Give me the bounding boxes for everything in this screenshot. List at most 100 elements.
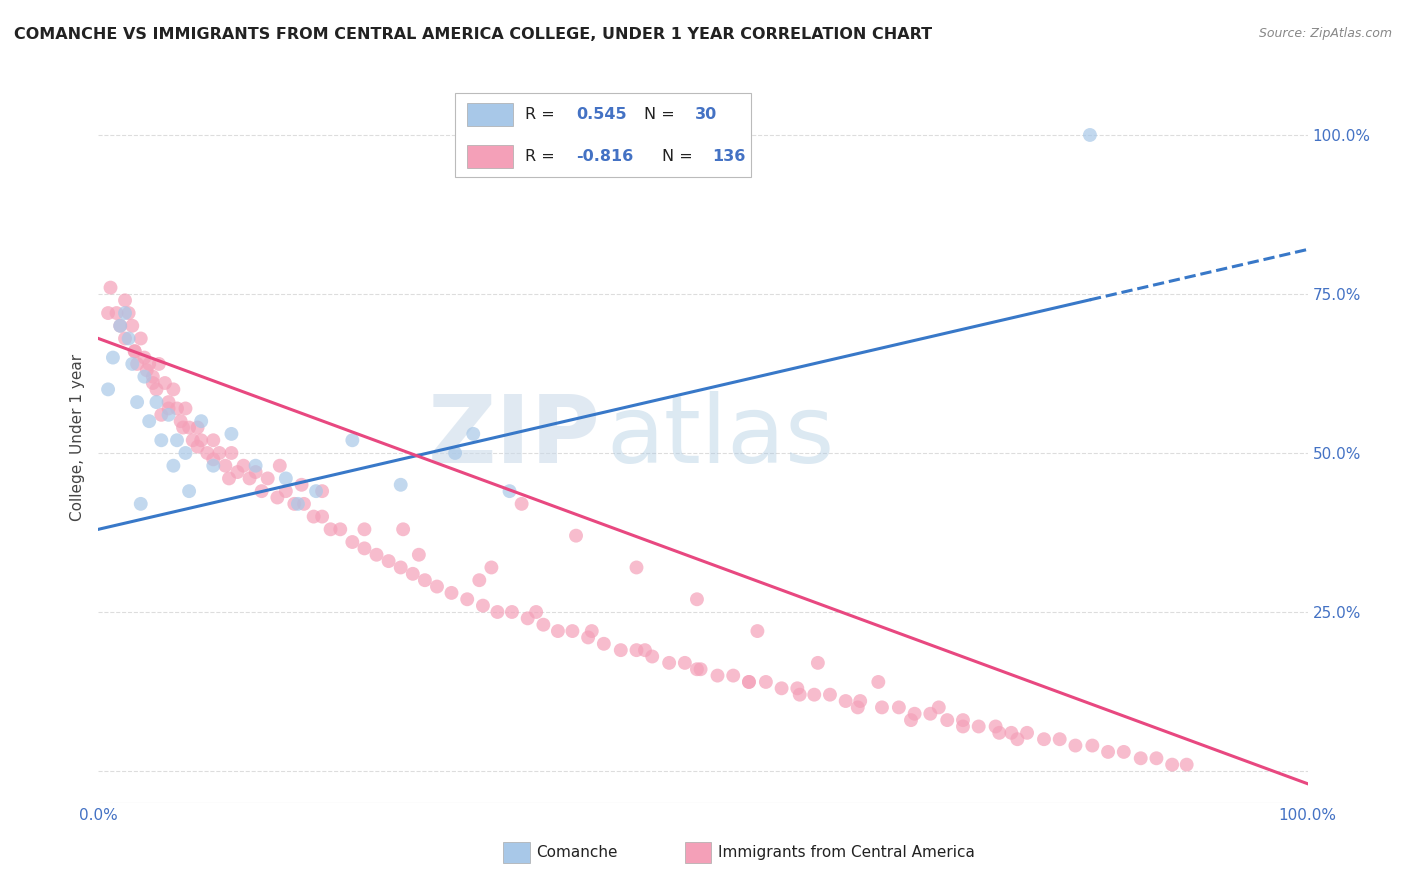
Point [1033, 732, 1056, 747]
Point [1161, 757, 1184, 772]
Point [1081, 739, 1104, 753]
Point [377, 554, 399, 568]
Point [658, 656, 681, 670]
Point [311, 509, 333, 524]
Point [108, 318, 131, 333]
Point [169, 414, 191, 428]
Point [127, 357, 149, 371]
Point [868, 675, 890, 690]
Point [706, 668, 728, 682]
Point [105, 306, 128, 320]
Point [221, 446, 243, 460]
Text: N =: N = [662, 149, 697, 164]
Point [274, 484, 297, 499]
Point [392, 522, 415, 536]
Point [283, 497, 305, 511]
Point [610, 643, 633, 657]
Point [952, 719, 974, 733]
Text: Immigrants from Central America: Immigrants from Central America [717, 845, 974, 860]
Point [1049, 732, 1071, 747]
Point [124, 344, 146, 359]
Point [174, 401, 197, 416]
Point [988, 726, 1011, 740]
Point [592, 637, 614, 651]
Point [153, 376, 176, 390]
Point [179, 484, 201, 499]
Point [129, 331, 152, 345]
Point [673, 656, 696, 670]
Text: R =: R = [526, 149, 560, 164]
Text: Source: ZipAtlas.com: Source: ZipAtlas.com [1258, 27, 1392, 40]
Point [202, 434, 225, 448]
Text: -0.816: -0.816 [576, 149, 633, 164]
Point [329, 522, 352, 536]
Point [738, 675, 761, 690]
Point [952, 713, 974, 727]
Text: COMANCHE VS IMMIGRANTS FROM CENTRAL AMERICA COLLEGE, UNDER 1 YEAR CORRELATION CH: COMANCHE VS IMMIGRANTS FROM CENTRAL AMER… [14, 27, 932, 42]
Point [114, 331, 136, 345]
Point [138, 357, 160, 371]
Point [174, 446, 197, 460]
Point [936, 713, 959, 727]
Point [501, 605, 523, 619]
Text: 136: 136 [713, 149, 747, 164]
Point [256, 471, 278, 485]
Point [101, 351, 124, 365]
Y-axis label: College, Under 1 year: College, Under 1 year [70, 353, 86, 521]
Point [148, 357, 170, 371]
Point [389, 560, 412, 574]
Text: N =: N = [644, 107, 679, 122]
Point [641, 649, 664, 664]
Point [967, 719, 990, 733]
Point [738, 675, 761, 690]
Point [686, 662, 709, 676]
Point [531, 617, 554, 632]
Text: ZIP: ZIP [427, 391, 600, 483]
Point [190, 434, 212, 448]
Point [274, 471, 297, 485]
Point [565, 529, 588, 543]
Point [1097, 745, 1119, 759]
Point [576, 631, 599, 645]
Text: Comanche: Comanche [536, 845, 617, 860]
Point [516, 611, 538, 625]
FancyBboxPatch shape [467, 145, 513, 168]
Point [179, 420, 201, 434]
FancyBboxPatch shape [503, 842, 530, 863]
Point [413, 573, 436, 587]
Point [818, 688, 841, 702]
Point [456, 592, 478, 607]
Point [138, 414, 160, 428]
Point [190, 414, 212, 428]
Point [510, 497, 533, 511]
Point [187, 440, 209, 454]
Text: 0.545: 0.545 [576, 107, 627, 122]
Point [166, 401, 188, 416]
Text: atlas: atlas [606, 391, 835, 483]
Point [1007, 732, 1029, 747]
Point [118, 306, 141, 320]
Point [239, 471, 262, 485]
Point [290, 477, 312, 491]
Point [1146, 751, 1168, 765]
Point [561, 624, 583, 638]
Point [208, 446, 231, 460]
Point [124, 344, 146, 359]
Point [524, 605, 547, 619]
Point [1078, 128, 1101, 142]
Point [118, 331, 141, 345]
Point [97, 383, 120, 397]
Point [181, 434, 204, 448]
Point [157, 395, 180, 409]
Point [723, 668, 745, 682]
Point [904, 706, 927, 721]
Point [218, 471, 240, 485]
Point [1129, 751, 1152, 765]
Point [162, 458, 184, 473]
Point [142, 376, 165, 390]
Point [134, 351, 156, 365]
Point [984, 719, 1007, 733]
Point [786, 681, 808, 696]
FancyBboxPatch shape [456, 94, 751, 178]
Point [108, 318, 131, 333]
